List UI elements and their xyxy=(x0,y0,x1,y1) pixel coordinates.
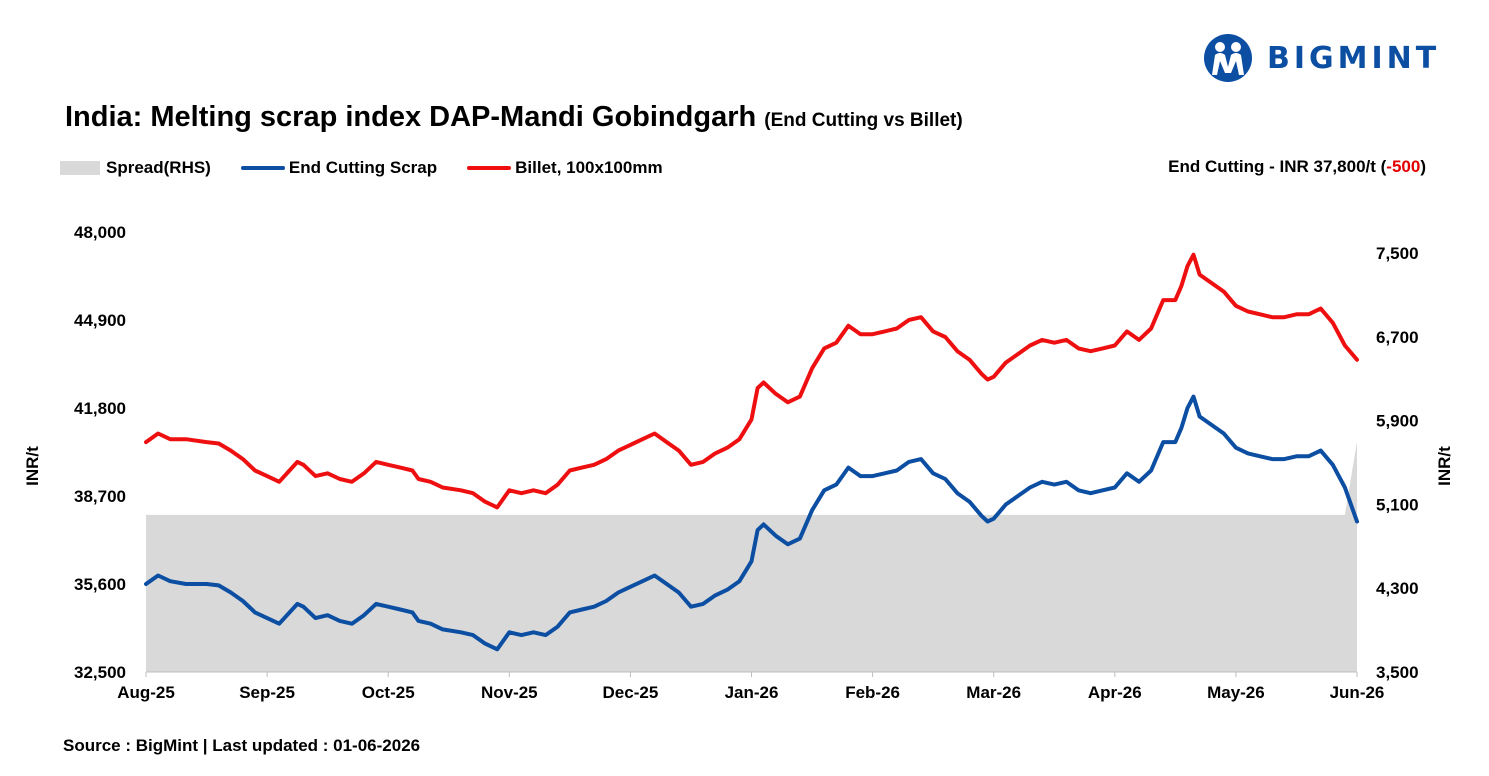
legend-label-end-cutting: End Cutting Scrap xyxy=(288,158,438,177)
chart-title: India: Melting scrap index DAP-Mandi Gob… xyxy=(65,101,963,134)
x-tick-label: Aug-25 xyxy=(117,683,175,702)
x-tick-label: Apr-26 xyxy=(1088,683,1142,702)
price-lines-layer xyxy=(144,252,1359,652)
y-left-tick-label: 41,800 xyxy=(74,399,126,418)
x-tick-label: Dec-25 xyxy=(603,683,659,702)
x-tick-label: Jan-26 xyxy=(725,683,779,702)
y-right-tick-label: 6,700 xyxy=(1376,328,1419,347)
chart-legend: Spread(RHS) End Cutting Scrap Billet, 10… xyxy=(60,157,693,179)
y-right-tick-label: 5,100 xyxy=(1376,495,1419,514)
legend-swatch-end-cutting xyxy=(240,166,285,170)
chart-subtitle: (End Cutting vs Billet) xyxy=(764,110,963,131)
x-tick-label: Nov-25 xyxy=(481,683,538,702)
x-tick-label: Oct-25 xyxy=(362,683,415,702)
legend-label-billet: Billet, 100x100mm xyxy=(515,158,663,177)
legend-label-spread: Spread(RHS) xyxy=(106,158,211,177)
x-tick-label: May-26 xyxy=(1207,683,1265,702)
price-note: End Cutting - INR 37,800/t (-500) xyxy=(1168,157,1426,177)
y-left-tick-label: 38,700 xyxy=(74,487,126,506)
y-left-tick-label: 35,600 xyxy=(74,575,126,594)
axes-layer: Aug-25 Sep-25 Oct-25 Nov-25 Dec-25 Jan-26 Feb-… xyxy=(23,223,1454,702)
y-left-tick-label: 48,000 xyxy=(74,223,126,242)
y-left-tick-label: 44,900 xyxy=(74,311,126,330)
billet-line xyxy=(144,252,1359,510)
x-tick-label: Mar-26 xyxy=(966,683,1021,702)
x-tick-label: Sep-25 xyxy=(239,683,295,702)
y-right-tick-label: 3,500 xyxy=(1376,663,1419,682)
bigmint-logo: BIGMINT xyxy=(1203,33,1440,83)
price-note-prefix: End Cutting - INR 37,800/t ( xyxy=(1168,157,1387,176)
legend-item-end-cutting: End Cutting Scrap xyxy=(240,158,438,178)
x-tick-label: Feb-26 xyxy=(845,683,900,702)
price-note-suffix: ) xyxy=(1420,157,1426,176)
y-right-tick-label: 5,900 xyxy=(1376,412,1419,431)
x-tick-label: Jun-26 xyxy=(1330,683,1385,702)
chart-title-main: India: Melting scrap index DAP-Mandi Gob… xyxy=(65,101,757,133)
bigmint-logo-icon xyxy=(1204,34,1252,82)
y-left-axis-title: INR/t xyxy=(23,446,42,486)
legend-item-billet: Billet, 100x100mm xyxy=(467,158,663,178)
bigmint-logo-text: BIGMINT xyxy=(1267,40,1441,76)
legend-swatch-spread xyxy=(60,161,100,175)
y-right-tick-label: 7,500 xyxy=(1376,244,1419,263)
legend-swatch-billet xyxy=(467,166,512,170)
y-left-tick-label: 32,500 xyxy=(74,663,126,682)
source-note: Source : BigMint | Last updated : 01-06-… xyxy=(63,736,421,755)
y-right-axis-title: INR/t xyxy=(1435,446,1454,486)
price-note-change: -500 xyxy=(1386,157,1421,176)
legend-item-spread: Spread(RHS) xyxy=(60,158,211,178)
y-right-tick-label: 4,300 xyxy=(1376,579,1419,598)
end-cutting-scrap-line xyxy=(144,394,1359,652)
